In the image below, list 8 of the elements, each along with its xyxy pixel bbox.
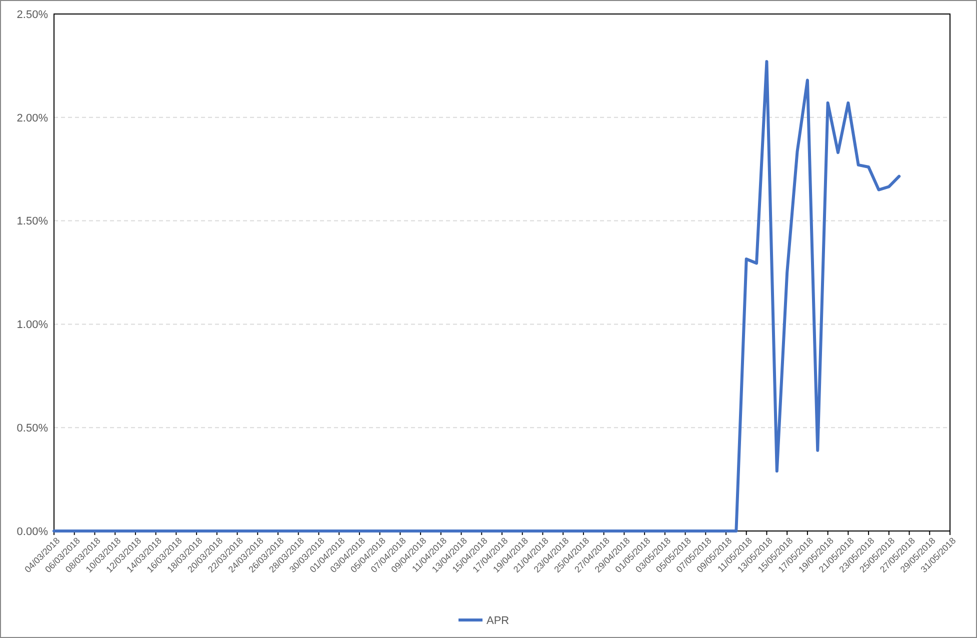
y-tick-label: 0.50% <box>16 422 48 434</box>
legend-label: APR <box>486 614 510 627</box>
y-tick-label: 2.50% <box>16 8 48 21</box>
line-series <box>52 60 901 532</box>
y-tick-label: 1.50% <box>16 216 48 228</box>
y-tick-label: 0.00% <box>16 526 48 538</box>
y-tick-label: 2.00% <box>16 112 48 124</box>
y-tick-label: 1.00% <box>16 319 48 332</box>
